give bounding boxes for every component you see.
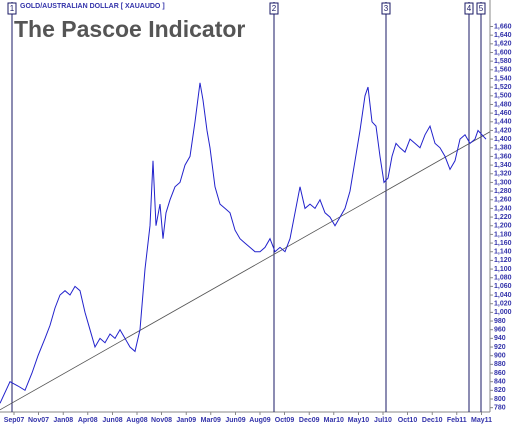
x-tick-label: Jun09	[225, 417, 245, 424]
x-tick-label: Jul10	[374, 417, 392, 424]
y-tick-label: 960	[494, 327, 506, 334]
y-tick-label: 1,200	[494, 223, 512, 230]
y-tick-label: 1,560	[494, 67, 512, 74]
x-tick-label: Aug09	[249, 417, 271, 424]
y-tick-label: 1,000	[494, 309, 512, 316]
y-tick-label: 900	[494, 353, 506, 360]
x-tick-label: Sep07	[4, 417, 25, 424]
marker-label: 5	[479, 4, 484, 13]
y-tick-label: 780	[494, 405, 506, 412]
x-tick-label: Aug08	[126, 417, 148, 424]
y-tick-label: 880	[494, 361, 506, 368]
marker-box	[464, 2, 474, 15]
y-tick-label: 1,660	[494, 23, 512, 30]
y-tick-label: 1,220	[494, 214, 512, 221]
y-tick-label: 820	[494, 387, 506, 394]
y-tick-label: 1,080	[494, 275, 512, 282]
marker-label: 3	[384, 4, 389, 13]
y-tick-label: 1,620	[494, 41, 512, 48]
x-tick-label: May10	[348, 417, 370, 424]
x-tick-label: Mar09	[201, 417, 221, 424]
marker-label: 2	[272, 4, 277, 13]
y-tick-label: 1,480	[494, 101, 512, 108]
x-tick-label: Nov07	[28, 417, 49, 424]
marker-box	[476, 2, 486, 15]
y-tick-label: 1,160	[494, 240, 512, 247]
y-tick-label: 1,400	[494, 136, 512, 143]
x-tick-label: Nov08	[151, 417, 172, 424]
y-tick-label: 1,120	[494, 257, 512, 264]
marker-box	[269, 2, 279, 15]
y-tick-label: 1,440	[494, 119, 512, 126]
y-tick-label: 1,180	[494, 231, 512, 238]
y-tick-label: 840	[494, 379, 506, 386]
y-tick-label: 1,520	[494, 84, 512, 91]
x-tick-label: Dec10	[422, 417, 443, 424]
y-tick-label: 940	[494, 335, 506, 342]
y-tick-label: 800	[494, 396, 506, 403]
price-line	[0, 82, 487, 404]
trend-line	[0, 131, 491, 411]
x-tick-label: Jan09	[176, 417, 196, 424]
y-tick-label: 1,020	[494, 301, 512, 308]
marker-box	[381, 2, 391, 15]
y-tick-label: 1,320	[494, 171, 512, 178]
marker-label: 4	[467, 4, 472, 13]
y-tick-label: 1,360	[494, 153, 512, 160]
x-tick-label: May11	[471, 417, 492, 424]
y-tick-label: 1,060	[494, 283, 512, 290]
y-tick-label: 1,380	[494, 145, 512, 152]
marker-box	[7, 2, 17, 15]
x-tick-label: Oct09	[275, 417, 295, 424]
y-tick-label: 1,140	[494, 249, 512, 256]
x-tick-label: Oct10	[398, 417, 418, 424]
x-tick-label: Feb11	[447, 417, 467, 424]
y-tick-label: 920	[494, 344, 506, 351]
x-tick-label: Mar10	[324, 417, 344, 424]
y-tick-label: 1,040	[494, 292, 512, 299]
marker-label: 1	[10, 4, 15, 13]
y-tick-label: 860	[494, 370, 506, 377]
chart-subtitle: GOLD/AUSTRALIAN DOLLAR [ XAUAUDO ]	[20, 3, 165, 10]
y-tick-label: 1,100	[494, 266, 512, 273]
y-tick-label: 1,500	[494, 93, 512, 100]
x-tick-label: Jan08	[53, 417, 73, 424]
y-tick-label: 1,340	[494, 162, 512, 169]
y-tick-label: 1,640	[494, 32, 512, 39]
x-tick-label: Jun08	[102, 417, 122, 424]
x-tick-label: Apr08	[78, 417, 98, 424]
y-tick-label: 1,540	[494, 75, 512, 82]
y-tick-label: 1,460	[494, 110, 512, 117]
y-tick-label: 1,420	[494, 127, 512, 134]
y-tick-label: 1,280	[494, 188, 512, 195]
y-tick-label: 1,600	[494, 49, 512, 56]
y-tick-label: 1,580	[494, 58, 512, 65]
y-tick-label: 1,300	[494, 179, 512, 186]
y-tick-label: 1,240	[494, 205, 512, 212]
x-tick-label: Dec09	[299, 417, 320, 424]
chart-title: The Pascoe Indicator	[14, 16, 245, 42]
y-tick-label: 980	[494, 318, 506, 325]
y-tick-label: 1,260	[494, 197, 512, 204]
